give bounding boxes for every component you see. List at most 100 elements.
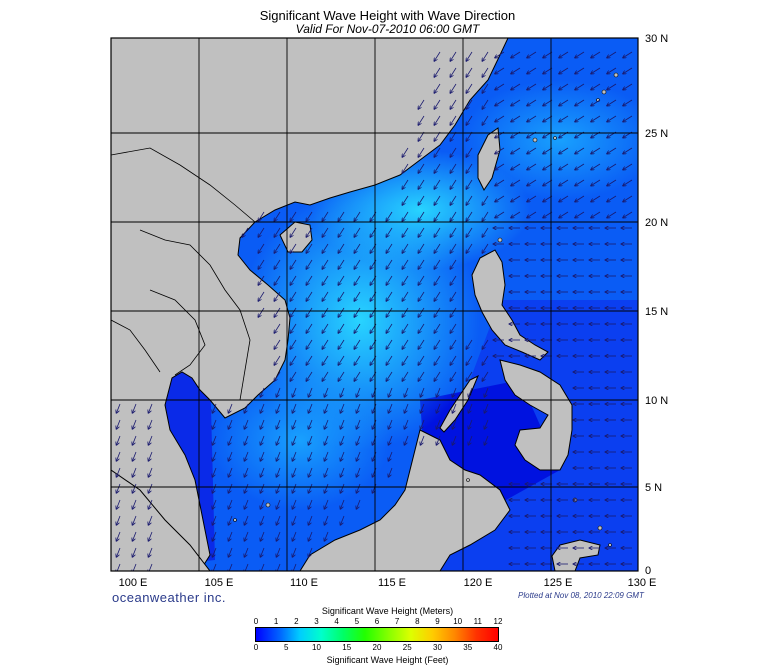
wave-arrow [148, 547, 153, 557]
wave-arrow [559, 67, 569, 74]
wave-arrow [228, 451, 233, 461]
wave-arrow [274, 259, 281, 269]
wave-arrow [591, 211, 601, 218]
wave-arrow [290, 323, 297, 333]
wave-arrow [591, 99, 601, 106]
wave-arrow [244, 531, 249, 541]
wave-arrow [258, 211, 265, 221]
wave-arrow [575, 195, 585, 202]
land-palawan [439, 374, 479, 433]
wave-arrow [543, 147, 553, 154]
wave-arrow [404, 435, 409, 445]
wave-arrow [290, 259, 297, 269]
wave-arrow [468, 387, 473, 397]
wave-arrow [402, 211, 409, 221]
wave-arrow [340, 435, 345, 445]
wave-arrow [575, 83, 585, 90]
wave-arrow [324, 515, 329, 525]
wave-arrow [228, 419, 233, 429]
wave-arrow [322, 371, 329, 381]
wave-arrow [274, 339, 281, 349]
wave-arrow [274, 291, 281, 301]
wave-arrow [244, 483, 249, 493]
wave-arrow [495, 51, 505, 58]
wave-arrow [482, 115, 489, 125]
wave-arrow [450, 147, 457, 157]
legend-meters-tick: 2 [294, 617, 299, 626]
wave-arrow [607, 83, 617, 90]
wave-arrow [468, 435, 473, 445]
wave-arrow [276, 387, 281, 397]
wave-arrow [418, 307, 425, 317]
wave-arrow [559, 83, 569, 90]
wave-arrow [404, 387, 409, 397]
wave-arrow [308, 515, 313, 525]
wave-arrow [244, 435, 249, 445]
wave-arrow [402, 339, 409, 349]
wave-arrow [388, 467, 393, 477]
wave-arrow [450, 163, 457, 173]
wave-arrow [228, 467, 233, 477]
wave-arrow [244, 419, 249, 429]
wave-arrow [607, 211, 617, 218]
wave-arrow [434, 291, 441, 301]
wave-arrow [212, 451, 217, 461]
wave-arrow [338, 227, 345, 237]
lon-label-105e: 105 E [205, 577, 234, 589]
wave-arrow [290, 371, 297, 381]
wave-arrow [260, 403, 265, 413]
wave-arrow [290, 339, 297, 349]
wave-arrow [402, 243, 409, 253]
wave-arrow [292, 467, 297, 477]
wave-arrow [212, 563, 217, 571]
wave-arrow [386, 355, 393, 365]
wave-arrow [386, 323, 393, 333]
wave-arrow [244, 515, 249, 525]
legend-title-meters: Significant Wave Height (Meters) [321, 606, 454, 616]
wave-arrow [418, 227, 425, 237]
map-frame [110, 37, 639, 572]
wave-arrow [466, 131, 473, 141]
wave-arrow [543, 83, 553, 90]
wave-arrow [495, 115, 505, 122]
wave-arrow [306, 371, 313, 381]
wave-arrow [132, 451, 137, 461]
wave-arrow [466, 163, 473, 173]
wave-arrow [212, 435, 217, 445]
lon-label-120e: 120 E [464, 577, 493, 589]
wave-arrow [511, 179, 521, 186]
wave-arrow [466, 227, 473, 237]
wave-arrow [623, 179, 633, 186]
wave-arrow [388, 403, 393, 413]
plotted-timestamp: Plotted at Nov 08, 2010 22:09 GMT [518, 591, 644, 600]
wave-arrow [418, 163, 425, 173]
wave-arrow [559, 99, 569, 106]
wave-arrow [450, 115, 457, 125]
wave-arrow [559, 51, 569, 58]
wave-arrow [324, 419, 329, 429]
wave-arrow [308, 451, 313, 461]
wave-arrow [482, 99, 489, 109]
wave-arrow [324, 499, 329, 509]
wave-arrow [450, 259, 457, 269]
wave-arrow [354, 211, 361, 221]
wave-arrow [434, 355, 441, 365]
wave-arrow [274, 371, 281, 381]
wave-arrow [276, 419, 281, 429]
lat-label-15n: 15 N [645, 306, 668, 318]
wave-arrow [212, 547, 217, 557]
legend-feet-tick: 35 [463, 643, 473, 652]
wave-arrow [306, 259, 313, 269]
legend-feet-tick: 0 [253, 643, 259, 652]
wave-arrow [607, 99, 617, 106]
wave-arrow [484, 419, 489, 429]
wave-arrow [434, 371, 441, 381]
high-wave-zone-south [210, 370, 390, 510]
wave-arrow [322, 227, 329, 237]
wave-arrow [434, 211, 441, 221]
wave-arrow [292, 483, 297, 493]
wave-arrow [450, 179, 457, 189]
wave-arrow [212, 483, 217, 493]
wave-arrow [324, 387, 329, 397]
wave-arrow [559, 147, 569, 154]
